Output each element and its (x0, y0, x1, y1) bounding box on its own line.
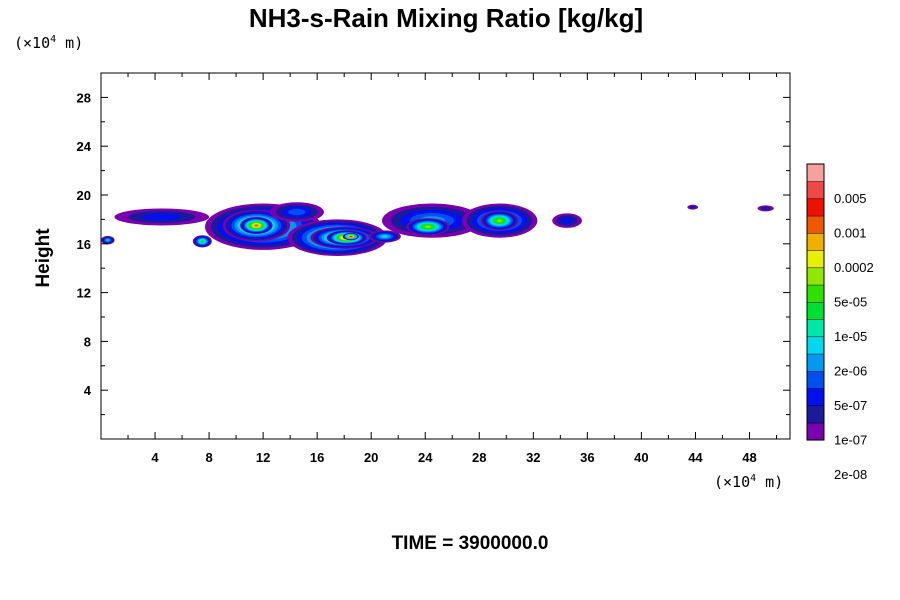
x-unit-label: (×104 m) (714, 473, 783, 491)
colorbar-swatch (806, 163, 825, 182)
y-tick-label: 20 (77, 188, 91, 203)
colorbar-swatch (806, 370, 825, 389)
colorbar-swatch (806, 388, 825, 407)
svg-text:(×104 m): (×104 m) (714, 473, 783, 491)
contour-level-9 (497, 219, 503, 222)
y-unit-prefix: (×10 (14, 34, 50, 52)
x-tick-label: 20 (364, 450, 378, 465)
cloud-feature-5 (240, 217, 273, 234)
contour-level-5 (381, 235, 389, 238)
cloud-feature-11 (368, 230, 401, 243)
contour-level-5 (106, 239, 110, 242)
time-label: TIME = 3900000.0 (392, 533, 549, 554)
colorbar-swatch (806, 267, 825, 286)
x-tick-label: 24 (418, 450, 433, 465)
cloud-feature-16 (552, 213, 582, 228)
colorbar-label: 0.0002 (834, 260, 874, 275)
x-unit-suffix: m) (756, 473, 783, 491)
y-axis-label: Height (33, 228, 54, 288)
x-tick-label: 16 (310, 450, 324, 465)
y-tick-label: 16 (77, 237, 91, 252)
contour-level-3 (288, 208, 306, 216)
cloud-feature-6 (269, 202, 324, 222)
x-unit-exponent: 4 (750, 473, 756, 484)
y-tick-label: 12 (77, 286, 91, 301)
y-unit-label: (×104 m) (14, 34, 83, 52)
colorbar-swatch (806, 319, 825, 338)
x-tick-label: 32 (526, 450, 540, 465)
colorbar-swatch (806, 336, 825, 355)
contour-level-7 (200, 240, 204, 243)
y-tick-label: 28 (77, 90, 91, 105)
colorbar-frame (806, 163, 825, 441)
colorbar-label: 2e-06 (834, 364, 867, 379)
cloud-feature-0 (101, 235, 115, 245)
plot-frame (100, 72, 791, 440)
x-tick-label: 28 (472, 450, 486, 465)
colorbar-swatch (806, 353, 825, 372)
contour-level-1 (689, 205, 696, 209)
y-tick-label: 4 (84, 383, 92, 398)
contour-level-12 (254, 224, 259, 227)
x-tick-label: 48 (742, 450, 756, 465)
colorbar-label: 1e-07 (834, 433, 867, 448)
x-tick-label: 44 (688, 450, 703, 465)
x-tick-label: 12 (256, 450, 270, 465)
colorbar-label: 0.005 (834, 191, 867, 206)
mixing-ratio-field (101, 202, 774, 256)
cloud-feature-18 (757, 205, 774, 212)
colorbar-swatch (806, 284, 825, 303)
x-tick-label: 8 (205, 450, 212, 465)
colorbar-label: 2e-08 (834, 467, 867, 482)
cloud-feature-15 (480, 210, 519, 231)
contour-level-2 (142, 213, 182, 221)
colorbar-swatch (806, 181, 825, 200)
colorbar-label: 1e-05 (834, 329, 867, 344)
y-tick-label: 8 (84, 334, 91, 349)
contour-level-1 (760, 206, 771, 211)
colorbar-swatch (806, 301, 825, 320)
colorbar-swatch (806, 232, 825, 251)
cloud-feature-13 (406, 218, 450, 236)
x-tick-label: 36 (580, 450, 594, 465)
svg-text:(×104 m): (×104 m) (14, 34, 83, 52)
cloud-feature-1 (114, 208, 210, 226)
contour-level-2 (560, 217, 574, 224)
y-unit-suffix: m) (56, 34, 83, 52)
x-tick-label: 4 (151, 450, 159, 465)
colorbar-swatch (806, 198, 825, 217)
colorbar-swatch (806, 405, 825, 424)
colorbar-swatch (806, 422, 825, 441)
colorbar-label: 5e-07 (834, 398, 867, 413)
chart-title: NH3-s-Rain Mixing Ratio [kg/kg] (249, 3, 643, 33)
colorbar: 0.005 0.001 0.0002 5e-05 1e-05 2e-06 5e-07 1e-0… (806, 163, 874, 482)
x-unit-prefix: (×10 (714, 473, 750, 491)
cloud-feature-10 (342, 232, 360, 241)
cloud-feature-2 (192, 235, 212, 248)
contour-level-14 (350, 236, 352, 237)
contour-level-9 (425, 225, 431, 228)
colorbar-swatch (806, 250, 825, 269)
cloud-feature-17 (687, 204, 699, 210)
x-tick-label: 40 (634, 450, 648, 465)
colorbar-swatch (806, 215, 825, 234)
colorbar-label: 5e-05 (834, 295, 867, 310)
y-tick-label: 24 (77, 139, 92, 154)
y-unit-exponent: 4 (50, 34, 56, 45)
colorbar-label: 0.001 (834, 226, 867, 241)
